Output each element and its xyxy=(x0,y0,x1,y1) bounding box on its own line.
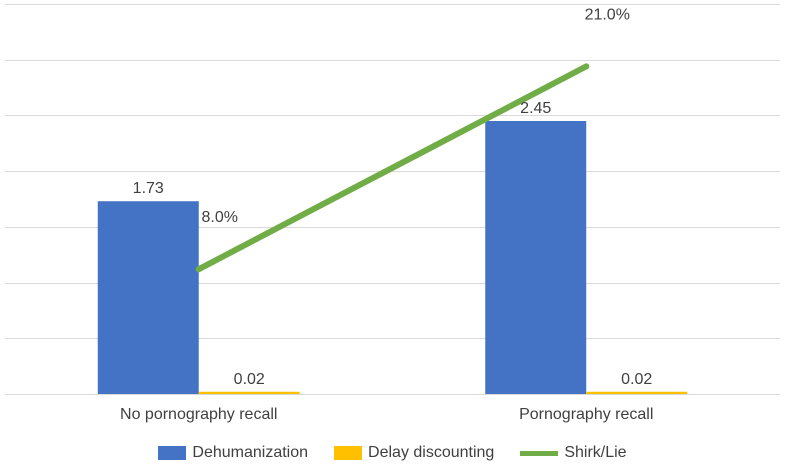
bar-delay-discounting-1 xyxy=(586,391,688,394)
bars xyxy=(97,121,688,394)
legend-item-dehumanization: Dehumanization xyxy=(158,444,308,462)
legend-label-dehumanization: Dehumanization xyxy=(192,444,309,461)
line-series xyxy=(195,63,590,273)
data-label-dehumanization-1: 2.45 xyxy=(520,100,551,117)
legend-label-shirk-lie: Shirk/Lie xyxy=(564,444,627,461)
legend-item-shirk-lie: Shirk/Lie xyxy=(520,444,627,462)
data-label-delay-discounting-0: 0.02 xyxy=(234,371,265,388)
data-label-shirk-lie-0: 8.0% xyxy=(202,209,238,226)
legend-item-delay-discounting: Delay discounting xyxy=(334,444,494,462)
bar-dehumanization-0 xyxy=(97,201,199,394)
data-label-delay-discounting-1: 0.02 xyxy=(621,371,652,388)
category-label-1: Pornography recall xyxy=(519,406,653,423)
data-label-shirk-lie-1: 21.0% xyxy=(585,6,630,23)
legend-label-delay-discounting: Delay discounting xyxy=(368,444,495,461)
legend-swatch-dehumanization xyxy=(158,446,187,460)
chart: 1.73 0.02 2.45 0.02 8.0% 21.0% No pornography… xyxy=(5,4,780,423)
data-labels: 1.73 0.02 2.45 0.02 8.0% 21.0% xyxy=(133,6,653,387)
legend: Dehumanization Delay discounting Shirk/L… xyxy=(0,440,785,466)
legend-swatch-delay-discounting xyxy=(334,446,363,460)
legend-swatch-shirk-lie xyxy=(520,450,559,456)
data-label-dehumanization-0: 1.73 xyxy=(133,180,164,197)
category-labels: No pornography recall Pornography recall xyxy=(120,406,653,423)
bar-delay-discounting-0 xyxy=(198,391,300,394)
point-shirk-lie-0 xyxy=(195,266,202,273)
category-label-0: No pornography recall xyxy=(120,406,277,423)
line-shirk-lie xyxy=(195,63,590,273)
point-shirk-lie-1 xyxy=(583,63,590,70)
bar-dehumanization-1 xyxy=(485,121,587,394)
